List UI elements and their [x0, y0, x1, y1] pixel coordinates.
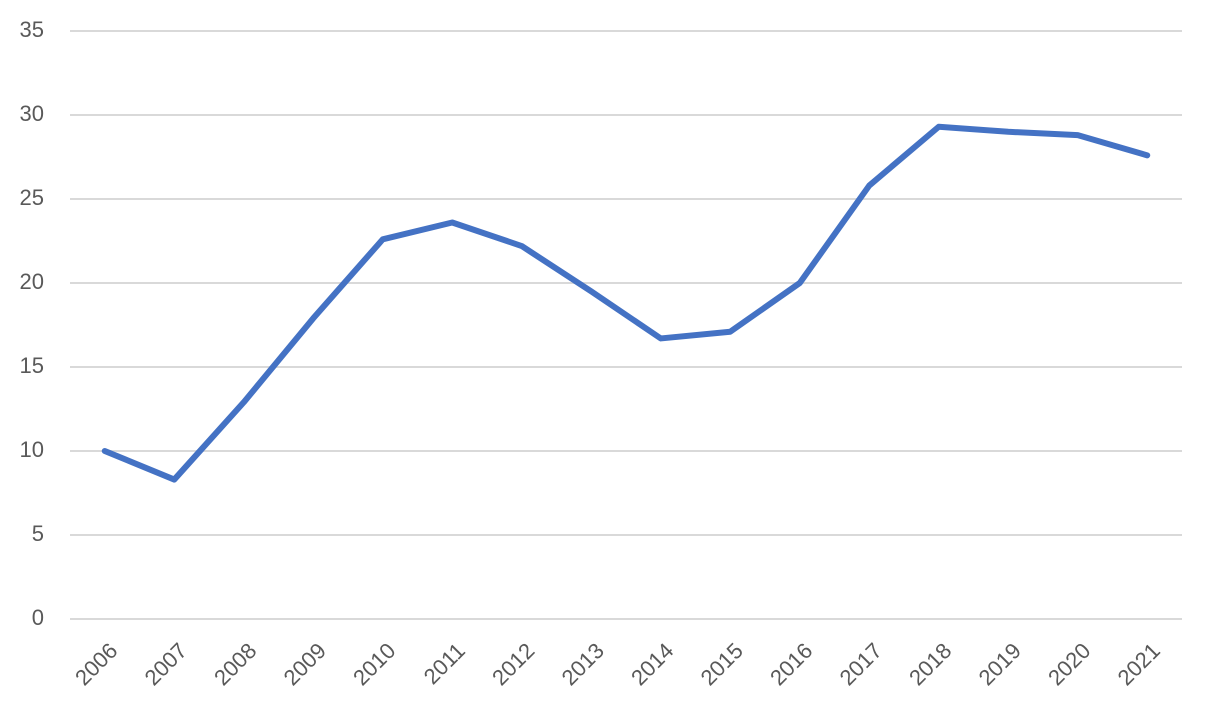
x-tick-label: 2021: [1113, 638, 1165, 690]
x-tick-label: 2017: [835, 638, 887, 690]
y-tick-label: 35: [20, 17, 44, 42]
y-tick-label: 5: [32, 521, 44, 546]
x-tick-label: 2009: [279, 638, 331, 690]
y-tick-label: 15: [20, 353, 44, 378]
x-tick-label: 2012: [487, 638, 539, 690]
x-tick-label: 2019: [974, 638, 1026, 690]
x-tick-label: 2010: [348, 638, 400, 690]
x-tick-label: 2015: [696, 638, 748, 690]
y-tick-label: 0: [32, 605, 44, 630]
x-tick-label: 2018: [904, 638, 956, 690]
x-tick-label: 2013: [557, 638, 609, 690]
x-tick-label: 2008: [209, 638, 261, 690]
x-tick-label: 2016: [765, 638, 817, 690]
x-tick-label: 2006: [70, 638, 122, 690]
x-tick-label: 2007: [140, 638, 192, 690]
x-tick-label: 2011: [419, 638, 470, 689]
x-tick-label: 2020: [1043, 638, 1095, 690]
line-series: [101, 123, 1151, 483]
y-tick-label: 30: [20, 101, 44, 126]
y-tick-label: 20: [20, 269, 44, 294]
x-tick-label: 2014: [626, 638, 678, 690]
y-tick-label: 25: [20, 185, 44, 210]
y-tick-label: 10: [20, 437, 44, 462]
